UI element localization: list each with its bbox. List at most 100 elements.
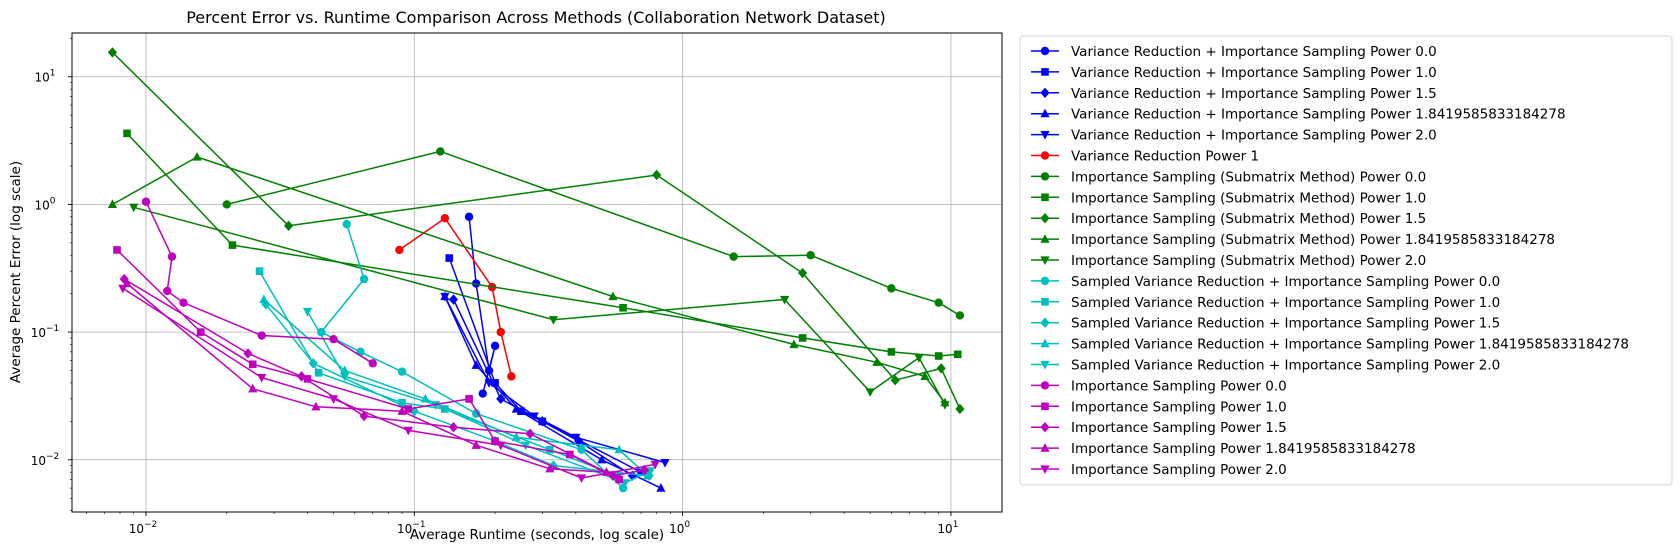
data-point — [359, 410, 369, 422]
data-point — [491, 379, 499, 387]
series-line — [116, 249, 620, 481]
data-point — [511, 403, 521, 413]
series-line — [306, 311, 651, 484]
data-point — [448, 294, 459, 305]
data-point — [1040, 234, 1050, 243]
series-17 — [141, 197, 377, 368]
data-point — [548, 316, 559, 325]
data-point — [1040, 256, 1050, 265]
data-point — [729, 252, 738, 261]
data-point — [642, 470, 653, 480]
legend-entry: Variance Reduction + Importance Sampling… — [1031, 128, 1437, 144]
data-point — [577, 445, 586, 454]
data-point — [1040, 151, 1050, 160]
data-point — [496, 441, 506, 451]
data-point — [953, 350, 962, 359]
data-point — [471, 360, 481, 369]
data-point — [1041, 68, 1049, 76]
data-point — [496, 393, 506, 405]
data-point — [1040, 465, 1050, 474]
series-5 — [440, 292, 670, 468]
data-point — [608, 470, 618, 481]
legend-label: Sampled Variance Reduction + Importance … — [1071, 295, 1500, 311]
data-point — [934, 352, 943, 360]
data-point — [259, 294, 269, 304]
legend-label: Sampled Variance Reduction + Importance … — [1071, 358, 1500, 374]
data-point — [222, 200, 231, 209]
series-line — [263, 298, 649, 477]
data-point — [614, 444, 624, 454]
data-point — [464, 212, 474, 221]
series-21 — [118, 284, 660, 484]
legend-entry: Importance Sampling (Submatrix Method) P… — [1031, 253, 1426, 269]
data-point — [797, 267, 808, 279]
data-point — [637, 468, 645, 476]
data-point — [302, 307, 313, 317]
data-point — [525, 428, 535, 439]
data-point — [1040, 276, 1050, 286]
data-point — [283, 220, 294, 231]
series-14 — [261, 299, 654, 481]
series-layer — [107, 47, 965, 493]
data-point — [920, 371, 930, 380]
data-point — [440, 213, 450, 223]
data-point — [257, 331, 266, 340]
plot-frame — [71, 32, 1003, 513]
data-point — [1040, 381, 1050, 390]
data-point — [1040, 172, 1050, 181]
data-point — [329, 334, 338, 344]
data-point — [107, 199, 118, 209]
data-point — [484, 379, 494, 388]
data-point — [511, 432, 521, 441]
data-point — [1040, 317, 1050, 328]
legend-entry: Importance Sampling (Submatrix Method) P… — [1031, 169, 1426, 185]
legend-entry: Sampled Variance Reduction + Importance … — [1031, 295, 1500, 311]
series-line — [123, 278, 645, 477]
data-point — [660, 459, 670, 468]
legend-entry: Importance Sampling Power 1.5 — [1031, 420, 1287, 436]
data-point — [368, 359, 377, 368]
legend-entry: Variance Reduction + Importance Sampling… — [1031, 107, 1566, 123]
data-point — [141, 197, 151, 206]
data-point — [398, 398, 406, 407]
legend-entry: Importance Sampling Power 1.0 — [1031, 399, 1287, 415]
legend-label: Sampled Variance Reduction + Importance … — [1071, 316, 1500, 332]
data-point — [496, 327, 505, 337]
y-axis-ticks: 10−2 10−1 100 101 — [31, 37, 72, 511]
data-point — [872, 357, 882, 366]
data-point — [571, 433, 581, 443]
chart-title: Percent Error vs. Runtime Comparison Acr… — [186, 8, 886, 27]
x-tick-label: 10−2 — [129, 520, 158, 536]
data-point — [1041, 298, 1049, 306]
data-point — [123, 129, 131, 138]
legend-label: Variance Reduction + Importance Sampling… — [1071, 65, 1437, 81]
data-point — [478, 389, 487, 398]
data-point — [255, 267, 264, 275]
series-line — [122, 287, 656, 479]
series-line — [126, 132, 958, 357]
legend-entry: Importance Sampling Power 2.0 — [1031, 462, 1287, 478]
data-point — [192, 152, 202, 161]
data-point — [303, 375, 312, 383]
data-point — [196, 328, 205, 336]
legend-entry: Importance Sampling (Submatrix Method) P… — [1031, 211, 1426, 227]
data-point — [342, 219, 351, 229]
data-point — [296, 371, 307, 382]
data-point — [940, 401, 950, 410]
legend-label: Variance Reduction + Importance Sampling… — [1071, 128, 1437, 144]
data-point — [608, 291, 618, 301]
y-tick-label: 10−2 — [31, 452, 60, 468]
data-point — [1040, 46, 1050, 56]
legend-label: Importance Sampling (Submatrix Method) P… — [1071, 211, 1426, 227]
data-point — [650, 460, 660, 470]
data-point — [1040, 131, 1050, 140]
data-point — [656, 483, 666, 492]
data-point — [646, 467, 656, 476]
data-point — [404, 405, 413, 413]
data-point — [471, 409, 481, 418]
legend-label: Importance Sampling Power 1.5 — [1071, 420, 1287, 436]
data-point — [261, 299, 271, 310]
data-point — [545, 463, 555, 473]
data-point — [445, 254, 454, 262]
